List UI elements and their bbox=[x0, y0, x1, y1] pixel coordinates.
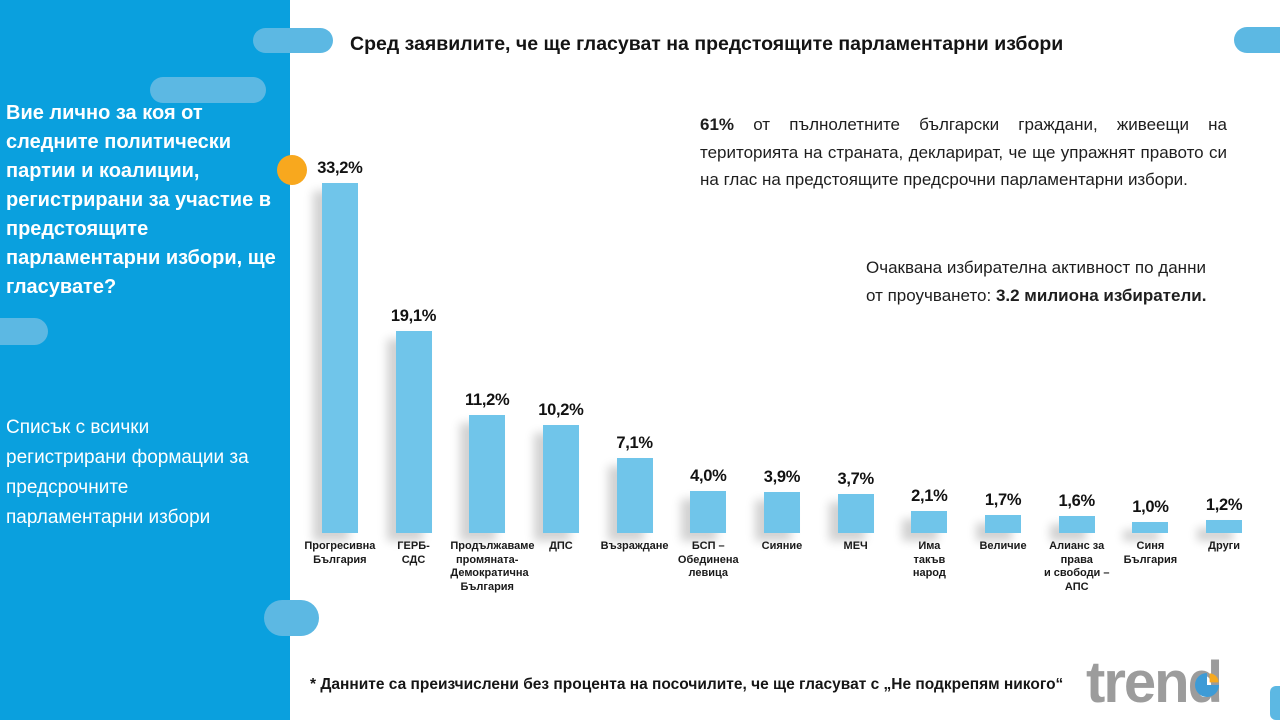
trend-logo: trend bbox=[1086, 648, 1276, 718]
bar-value-label: 11,2% bbox=[465, 391, 510, 409]
bar bbox=[1132, 522, 1169, 533]
category-label: ГЕРБ- СДС bbox=[397, 540, 430, 566]
bar-column: 11,2% bbox=[450, 148, 524, 533]
bar-value-label: 4,0% bbox=[690, 467, 727, 485]
category-label: Има такъв народ bbox=[912, 540, 946, 579]
decorative-pill bbox=[1234, 27, 1280, 53]
bar bbox=[763, 492, 800, 533]
bar-column: 1,2% bbox=[1187, 148, 1261, 533]
bar-column: 1,6% bbox=[1040, 148, 1114, 533]
category-label: Синя България bbox=[1123, 540, 1178, 566]
bar bbox=[1058, 516, 1095, 533]
decorative-pill bbox=[150, 77, 266, 103]
category-label: Прогресивна България bbox=[304, 540, 376, 566]
bar-value-label: 1,6% bbox=[1058, 492, 1096, 510]
decorative-pill bbox=[0, 318, 48, 345]
bar bbox=[690, 491, 727, 533]
bar-value-label: 33,2% bbox=[317, 159, 363, 177]
bar-column: 1,0% bbox=[1114, 148, 1188, 533]
bar-column: 10,2% bbox=[524, 148, 598, 533]
turnout-paragraph: 61% от пълнолетните български граждани, … bbox=[700, 111, 1227, 194]
bar bbox=[837, 494, 874, 533]
bar-value-label: 1,7% bbox=[984, 491, 1022, 509]
category-label: Величие bbox=[979, 540, 1027, 552]
trend-logo-graphic: trend bbox=[1086, 650, 1223, 715]
bar-value-label: 7,1% bbox=[616, 434, 653, 452]
bar bbox=[469, 415, 506, 533]
category-label: Възраждане bbox=[600, 540, 669, 552]
bar-value-label: 1,2% bbox=[1205, 496, 1243, 514]
bar bbox=[616, 458, 653, 533]
turnout-percentage: 61% bbox=[700, 115, 735, 134]
bar-value-label: 10,2% bbox=[538, 401, 584, 419]
category-label: МЕЧ bbox=[843, 540, 868, 552]
bar-column: 1,7% bbox=[966, 148, 1040, 533]
expected-turnout-paragraph: Очаквана избирателна активност по данни … bbox=[866, 254, 1230, 309]
sidebar-note: Списък с всички регистрирани формации за… bbox=[6, 417, 249, 528]
bar-column: 2,1% bbox=[893, 148, 967, 533]
bar-value-label: 1,0% bbox=[1132, 498, 1169, 516]
expected-turnout-text: Очаквана избирателна активност по данни … bbox=[866, 258, 1206, 305]
bar-columns: 33,2% 19,1% 11,2% 10,2% 7,1% 4,0% 3,9% 3,7% 2,1%… bbox=[303, 148, 1261, 533]
decorative-pill bbox=[253, 28, 333, 53]
decorative-pill bbox=[1270, 686, 1280, 720]
bar bbox=[985, 515, 1022, 533]
category-label: Продължаваме промяната- Демократична Бъл… bbox=[450, 540, 535, 593]
bar-value-label: 3,7% bbox=[837, 470, 874, 488]
category-label: Други bbox=[1208, 540, 1241, 552]
bar-value-label: 3,9% bbox=[763, 468, 801, 486]
sidebar bbox=[0, 0, 290, 720]
bar-column: 33,2% bbox=[303, 148, 377, 533]
survey-question: Вие лично за коя от следните политически… bbox=[6, 102, 276, 298]
bar-column: 7,1% bbox=[598, 148, 672, 533]
bar-value-label: 2,1% bbox=[911, 487, 948, 505]
bar-column: 4,0% bbox=[671, 148, 745, 533]
bar bbox=[911, 511, 948, 533]
accent-dot bbox=[277, 155, 307, 185]
category-labels: Прогресивна България ГЕРБ- СДС Продължавам… bbox=[303, 540, 1261, 594]
category-label: Алианс за права и свободи – АПС bbox=[1043, 540, 1110, 593]
category-label: Сияние bbox=[761, 540, 803, 552]
footnote: * Данните са преизчислени без процента н… bbox=[310, 676, 1064, 693]
bar bbox=[321, 183, 358, 533]
turnout-text: от пълнолетните български граждани, живе… bbox=[700, 115, 1227, 189]
bar-column: 19,1% bbox=[377, 148, 451, 533]
bar-column: 3,7% bbox=[819, 148, 893, 533]
bar-value-label: 19,1% bbox=[390, 307, 437, 325]
category-label: ДПС bbox=[549, 540, 573, 552]
chart-title: Сред заявилите, че ще гласуват на предст… bbox=[350, 33, 1064, 55]
category-label: БСП – Обединена левица bbox=[677, 540, 739, 579]
decorative-pill bbox=[264, 600, 319, 636]
expected-turnout-value: 3.2 милиона избиратели. bbox=[995, 285, 1207, 305]
bar bbox=[1206, 520, 1243, 533]
bar-column: 3,9% bbox=[745, 148, 819, 533]
bar bbox=[542, 425, 579, 533]
logo-pie-icon bbox=[1195, 673, 1219, 697]
bar bbox=[395, 331, 432, 533]
